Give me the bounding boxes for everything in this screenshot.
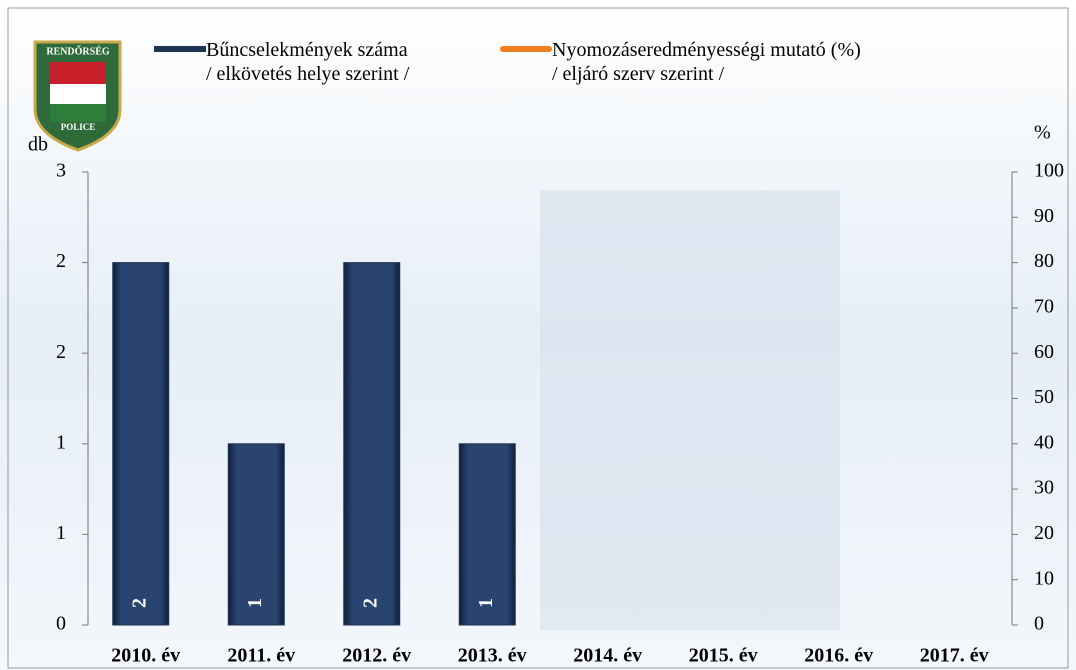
x-tick-label: 2010. év [111,645,180,667]
y2-tick-label: 80 [1034,250,1054,272]
y-tick-label: 3 [56,160,66,182]
y2-tick-label: 30 [1034,477,1054,499]
y-tick-label: 1 [56,522,66,544]
y2-tick-label: 60 [1034,341,1054,363]
y-tick-label: 2 [56,250,66,272]
building [540,190,840,630]
legend-swatch [154,46,206,52]
legend-label: Nyomozáseredményességi mutató (%) / eljá… [552,38,861,86]
y2-tick-label: 20 [1034,522,1054,544]
y2-tick-label: 90 [1034,205,1054,227]
x-tick-label: 2016. év [804,645,873,667]
data-label: 1 [475,598,497,608]
bar [459,444,515,625]
y-axis-label: db [28,134,48,156]
y-tick-label: 2 [56,341,66,363]
data-label: 2 [128,598,150,608]
x-tick-label: 2014. év [573,645,642,667]
legend-entry: Bűncselekmények száma / elkövetés helye … [154,38,409,86]
x-tick-label: 2017. év [920,645,989,667]
chart: RENDŐRSÉG POLICE db % 011223010203040506… [0,0,1076,670]
y2-tick-label: 100 [1034,160,1064,182]
legend-swatch [500,46,552,52]
legend-label: Bűncselekmények száma / elkövetés helye … [206,38,409,86]
x-tick-label: 2015. év [689,645,758,667]
y-tick-label: 0 [56,613,66,635]
bar [344,263,400,625]
y2-tick-label: 10 [1034,567,1054,589]
y2-axis-label: % [1034,122,1051,144]
y2-tick-label: 50 [1034,386,1054,408]
legend-entry: Nyomozáseredményességi mutató (%) / eljá… [500,38,861,86]
bar [113,263,169,625]
x-tick-label: 2011. év [227,645,295,667]
data-label: 2 [359,598,381,608]
bar [228,444,284,625]
y2-tick-label: 40 [1034,431,1054,453]
data-label: 1 [244,598,266,608]
logo-top: RENDŐRSÉG [46,45,110,57]
x-tick-label: 2013. év [458,645,527,667]
logo-bottom: POLICE [61,122,96,132]
x-tick-label: 2012. év [342,645,411,667]
y2-tick-label: 70 [1034,295,1054,317]
y-tick-label: 1 [56,431,66,453]
y2-tick-label: 0 [1034,613,1044,635]
page: RENDŐRSÉG POLICE db % 011223010203040506… [0,0,1076,670]
